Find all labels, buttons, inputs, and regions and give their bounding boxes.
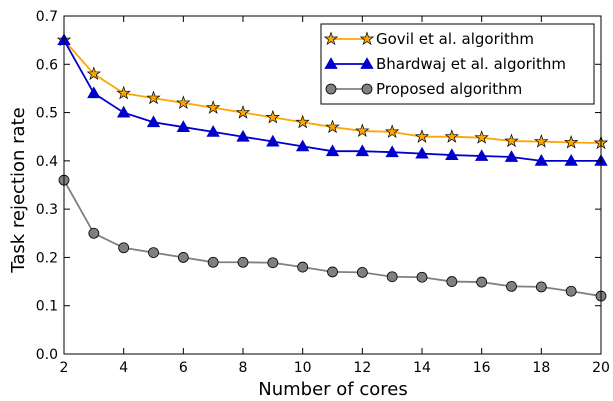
- data-point-s1-6: [236, 129, 250, 142]
- data-point-s2-3: [148, 247, 159, 259]
- data-point-s0-16: [534, 133, 549, 148]
- legend-label: Proposed algorithm: [376, 80, 522, 98]
- data-point-s0-10: [355, 123, 370, 138]
- data-point-s1-1: [87, 86, 101, 99]
- data-point-s1-15: [504, 150, 519, 162]
- x-tick-label: 18: [532, 360, 550, 376]
- y-tick-label: 0.0: [36, 347, 58, 363]
- x-tick-label: 10: [294, 360, 312, 376]
- data-point-s1-17: [564, 154, 578, 166]
- x-tick-label: 14: [413, 360, 431, 376]
- legend: Govil et al. algorithm Bhardwaj et al. al…: [320, 23, 595, 105]
- legend-marker: [361, 83, 373, 95]
- data-point-s0-2: [116, 85, 131, 100]
- x-tick-label: 6: [179, 360, 188, 376]
- y-tick-label: 0.4: [36, 154, 58, 170]
- data-point-s2-6: [237, 256, 249, 268]
- data-point-s0-5: [205, 100, 221, 114]
- y-tick-label: 0.7: [36, 9, 58, 25]
- data-point-s0-13: [444, 129, 460, 143]
- data-point-s0-6: [235, 105, 251, 119]
- x-tick-label: 12: [353, 360, 371, 376]
- plot-frame: [63, 15, 602, 355]
- series-1: [57, 33, 608, 166]
- data-point-s2-16: [535, 281, 547, 293]
- data-point-s2-8: [297, 261, 309, 273]
- y-tick-label: 0.1: [36, 299, 58, 315]
- x-tick-label: 2: [60, 360, 69, 376]
- data-point-s2-13: [446, 276, 458, 287]
- y-axis-title: Task rejection rate: [8, 107, 29, 273]
- data-point-s0-8: [295, 114, 310, 129]
- legend-label: Bhardwaj et al. algorithm: [376, 55, 566, 73]
- data-point-s1-10: [355, 144, 370, 157]
- data-point-s2-11: [386, 271, 398, 283]
- data-point-s1-13: [445, 148, 459, 160]
- data-point-s2-2: [118, 242, 130, 254]
- data-point-s2-12: [416, 271, 428, 283]
- legend-marker: [359, 31, 375, 46]
- data-point-s2-9: [327, 266, 338, 278]
- data-point-s0-1: [86, 66, 102, 81]
- y-tick-label: 0.6: [36, 57, 58, 73]
- data-point-s1-12: [415, 146, 429, 159]
- data-point-s2-17: [565, 285, 577, 297]
- data-point-s0-14: [474, 130, 489, 144]
- x-axis-title: Number of cores: [258, 379, 407, 400]
- data-point-s2-1: [88, 227, 100, 239]
- data-point-s2-10: [356, 266, 368, 278]
- data-point-s0-7: [265, 109, 281, 124]
- data-point-s1-14: [474, 149, 489, 161]
- data-point-s1-9: [325, 144, 340, 157]
- x-tick-label: 20: [592, 360, 610, 376]
- data-point-s2-14: [476, 276, 488, 288]
- data-point-s1-11: [385, 145, 399, 158]
- series-line-2: [63, 179, 602, 297]
- data-point-s2-7: [267, 257, 279, 269]
- data-point-s2-5: [207, 256, 219, 268]
- data-point-s0-15: [504, 133, 519, 148]
- data-point-s1-3: [146, 115, 161, 128]
- data-point-s0-9: [325, 119, 340, 134]
- legend-item-0: Govil et al. algorithm: [323, 30, 534, 48]
- data-point-s1-16: [534, 154, 549, 166]
- data-point-s0-3: [146, 90, 161, 105]
- y-tick-label: 0.3: [36, 202, 58, 218]
- series-2: [58, 174, 607, 302]
- data-point-s0-17: [563, 134, 579, 149]
- data-point-s1-5: [206, 125, 220, 137]
- x-tick-label: 16: [473, 360, 491, 376]
- legend-marker: [325, 83, 337, 95]
- legend-marker: [324, 57, 338, 69]
- legend-label: Govil et al. algorithm: [376, 30, 534, 48]
- x-tick-label: 4: [119, 360, 128, 376]
- legend-item-2: Proposed algorithm: [325, 80, 522, 98]
- data-point-s0-11: [384, 124, 400, 139]
- data-point-s0-4: [176, 95, 191, 110]
- axes: 2 4 6 8 10 12 14 16 18 20 0.0 0.1 0.2 0.3 0.4 0.5 0.6 0.7: [36, 9, 610, 376]
- y-tick-label: 0.2: [36, 250, 58, 266]
- data-point-s0-12: [414, 129, 430, 143]
- legend-item-1: Bhardwaj et al. algorithm: [324, 55, 566, 73]
- data-point-s1-4: [176, 120, 191, 132]
- data-point-s2-15: [506, 280, 517, 292]
- series-0: [56, 32, 609, 150]
- data-point-s1-7: [266, 134, 280, 147]
- legend-marker: [360, 57, 374, 69]
- legend-marker: [323, 31, 339, 46]
- data-point-s1-8: [295, 139, 310, 152]
- data-point-s1-2: [116, 105, 131, 118]
- data-point-s2-4: [177, 252, 189, 263]
- y-tick-label: 0.5: [36, 106, 58, 122]
- x-tick-label: 8: [239, 360, 248, 376]
